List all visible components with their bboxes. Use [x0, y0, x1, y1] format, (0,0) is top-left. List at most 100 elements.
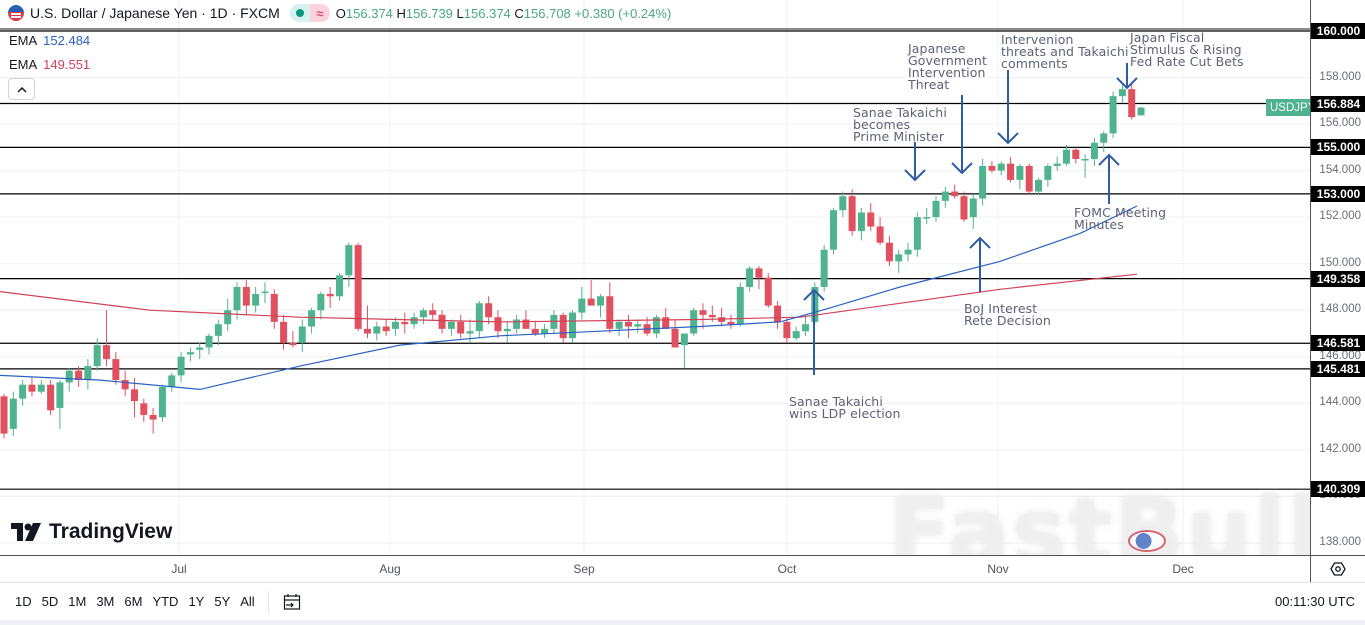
open-label: O: [335, 5, 346, 21]
candle-up: [578, 298, 586, 313]
candle-down: [75, 370, 83, 381]
price-level-label: 149.358: [1311, 270, 1365, 287]
price-level-label: 156.884: [1311, 95, 1365, 112]
price-axis[interactable]: 160.000 158.000 156.000 154.000 152.000 150.0…: [1310, 0, 1365, 555]
candle-up: [652, 317, 660, 334]
symbol-title[interactable]: U.S. Dollar / Japanese Yen · 1D · FXCM: [30, 5, 280, 21]
range-1d-button[interactable]: 1D: [15, 594, 32, 609]
low-value: 156.374: [463, 5, 511, 21]
ema-fast-value: 152.484: [43, 33, 91, 48]
goto-date-button[interactable]: [277, 588, 307, 616]
ema-label: EMA: [9, 33, 38, 48]
range-1m-button[interactable]: 1M: [68, 594, 87, 609]
collapse-legend-button[interactable]: [8, 78, 35, 100]
candle-down: [783, 321, 791, 339]
range-all-button[interactable]: All: [240, 594, 255, 609]
arrow-prime-minister: [904, 142, 926, 182]
ema-fast-legend[interactable]: EMA 152.484: [9, 33, 90, 48]
candle-down: [774, 305, 782, 322]
range-3m-button[interactable]: 3M: [96, 594, 115, 609]
range-5d-button[interactable]: 5D: [41, 594, 59, 609]
candle-up: [746, 268, 754, 287]
candle-up: [839, 196, 847, 211]
candle-up: [252, 293, 260, 306]
us-flag-icon: [8, 5, 24, 21]
candle-up: [158, 387, 166, 418]
candle-up: [37, 384, 45, 392]
range-5y-button[interactable]: 5Y: [214, 594, 231, 609]
candle-up: [690, 310, 698, 334]
time-tick-oct: Oct: [777, 562, 797, 576]
close-value: 156.708: [523, 5, 571, 21]
candle-down: [531, 328, 539, 334]
symbol-price-badge: USDJPY: [1266, 99, 1310, 116]
candle-up: [895, 254, 903, 262]
candle-up: [1118, 89, 1126, 97]
utc-clock[interactable]: 00:11:30 UTC: [1275, 594, 1355, 609]
price-level-label: 153.000: [1311, 185, 1365, 202]
candle-up: [93, 345, 101, 367]
market-status-pill[interactable]: ≈: [289, 4, 330, 22]
candle-down: [662, 317, 670, 329]
candle-down: [47, 384, 55, 411]
close-label: C: [514, 5, 524, 21]
tradingview-logo-text: TradingView: [49, 520, 173, 543]
candle-down: [401, 321, 409, 325]
tradingview-logo-icon: [11, 523, 41, 541]
candle-up: [177, 356, 185, 376]
candle-up: [224, 310, 232, 325]
chart-settings-button[interactable]: [1310, 555, 1365, 582]
arrow-ldp-election: [803, 288, 825, 375]
time-tick-dec: Dec: [1172, 562, 1194, 576]
price-tick: 144.000: [1319, 396, 1361, 409]
candlestick-chart[interactable]: [0, 0, 1310, 555]
annotation-ldp-election: Sanae Takaichi wins LDP election: [789, 394, 901, 421]
candle-up: [513, 319, 521, 329]
candle-down: [280, 321, 288, 343]
high-value: 156.739: [405, 5, 453, 21]
candle-up: [857, 212, 865, 232]
candle-up: [680, 333, 688, 346]
candle-down: [876, 226, 884, 243]
candle-down: [270, 293, 278, 322]
symbol-legend[interactable]: U.S. Dollar / Japanese Yen · 1D · FXCM ≈…: [8, 4, 671, 22]
candle-down: [354, 245, 362, 329]
annotation-fiscal-stimulus: Japan Fiscal Stimulus & Rising Fed Rate …: [1130, 30, 1244, 69]
tradingview-logo[interactable]: TradingView: [11, 520, 172, 544]
range-ytd-button[interactable]: YTD: [152, 594, 179, 609]
open-value: 156.374: [345, 5, 393, 21]
arrow-takaichi-comments: [997, 70, 1019, 145]
footer-strip: [0, 620, 1365, 625]
candle-down: [708, 314, 716, 318]
chevron-up-icon: [16, 86, 27, 93]
candle-up: [475, 303, 483, 332]
candle-up: [196, 347, 204, 350]
candle-down: [382, 326, 390, 332]
price-tick: 146.000: [1319, 349, 1361, 362]
chart-plot-area[interactable]: U.S. Dollar / Japanese Yen · 1D · FXCM ≈…: [0, 0, 1310, 555]
price-tick: 150.000: [1319, 256, 1361, 269]
time-tick-aug: Aug: [379, 562, 401, 576]
ema-slow-value: 149.551: [43, 57, 91, 72]
candle-up: [736, 286, 744, 325]
toolbar-divider: [267, 590, 269, 613]
candle-up: [904, 249, 912, 255]
ema-label: EMA: [9, 57, 38, 72]
candle-up: [1137, 107, 1145, 116]
candle-down: [457, 321, 465, 334]
time-axis[interactable]: Jul Aug Sep Oct Nov Dec: [0, 555, 1310, 582]
candle-down: [103, 345, 111, 360]
range-1y-button[interactable]: 1Y: [188, 594, 205, 609]
candle-up: [802, 324, 810, 332]
range-6m-button[interactable]: 6M: [124, 594, 143, 609]
candle-up: [1109, 96, 1117, 134]
candle-down: [494, 317, 502, 332]
arrow-fomc-minutes: [1098, 153, 1120, 204]
candle-down: [606, 296, 614, 329]
candle-down: [28, 384, 36, 392]
low-label: L: [456, 5, 464, 21]
price-tick: 148.000: [1319, 303, 1361, 316]
candle-up: [1081, 158, 1089, 161]
fastbull-badge-icon: [1128, 530, 1166, 552]
ema-slow-legend[interactable]: EMA 149.551: [9, 57, 90, 72]
